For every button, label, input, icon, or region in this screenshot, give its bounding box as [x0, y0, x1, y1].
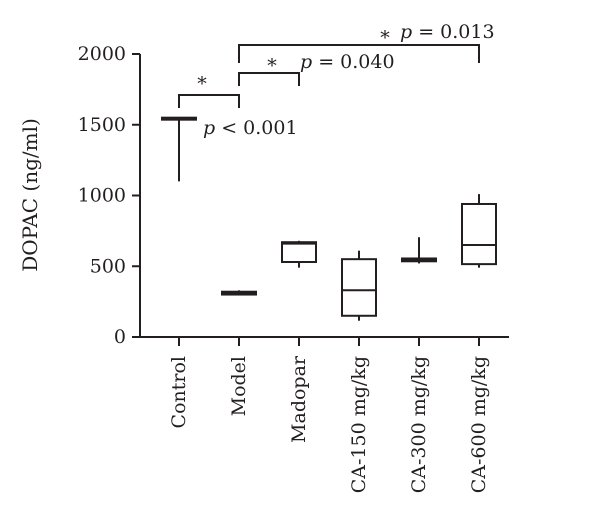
- category-label: CA-300 mg/kg: [408, 356, 430, 493]
- significance-annotations: *p < 0.001* p = 0.040* p = 0.013: [178, 21, 495, 139]
- y-tick-label: 500: [90, 255, 126, 277]
- significance-bracket: * p = 0.040: [238, 51, 395, 86]
- category-label: CA-600 mg/kg: [468, 356, 490, 493]
- p-value-text: = 0.013: [412, 21, 494, 43]
- p-symbol: p: [400, 21, 412, 43]
- category-label: Control: [168, 356, 190, 428]
- boxes: [161, 116, 497, 321]
- significance-star: *: [267, 55, 277, 77]
- significance-star: *: [197, 73, 207, 95]
- y-tick-label: 0: [114, 326, 126, 348]
- p-value-label: p = 0.040: [300, 51, 395, 73]
- iqr-box: [281, 241, 317, 264]
- bracket-line: [238, 44, 480, 63]
- y-axis-title: DOPAC (ng/ml): [18, 118, 42, 272]
- p-value-text: = 0.040: [312, 51, 394, 73]
- bracket-line: [178, 94, 240, 108]
- box-model: [221, 290, 257, 296]
- box-control: [161, 116, 197, 182]
- significance-bracket: * p = 0.013: [238, 21, 495, 63]
- p-symbol: p: [203, 117, 215, 139]
- box-madopar: [281, 240, 317, 268]
- iqr-box: [461, 202, 497, 266]
- p-value-label: p = 0.013: [400, 21, 495, 43]
- y-tick-label: 1000: [78, 185, 126, 207]
- p-value-text: < 0.001: [215, 117, 297, 139]
- axes: 0 500 1000 1500 2000 Control Model Madopar CA-15…: [78, 43, 509, 493]
- significance-bracket: * p < 0.001: [178, 73, 298, 139]
- box-ca-150-mg-kg: [341, 250, 377, 321]
- y-tick-label: 1500: [78, 114, 126, 136]
- p-symbol: p: [300, 51, 312, 73]
- category-label: CA-150 mg/kg: [348, 356, 370, 493]
- significance-star: *: [380, 27, 390, 49]
- box-ca-300-mg-kg: [401, 237, 437, 264]
- category-label: Model: [228, 356, 250, 416]
- y-tick-label: 2000: [78, 43, 126, 65]
- p-value-label: p < 0.001: [203, 117, 298, 139]
- box-ca-600-mg-kg: [461, 194, 497, 268]
- iqr-box: [341, 258, 377, 317]
- category-label: Madopar: [288, 355, 310, 443]
- bracket-line: [238, 72, 300, 86]
